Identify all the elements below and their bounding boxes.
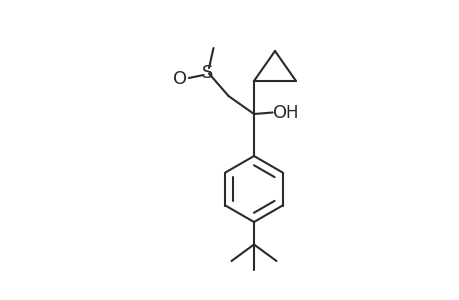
Text: O: O <box>173 70 186 88</box>
Text: O: O <box>273 103 287 122</box>
Text: H: H <box>285 103 297 122</box>
Text: S: S <box>202 64 213 82</box>
